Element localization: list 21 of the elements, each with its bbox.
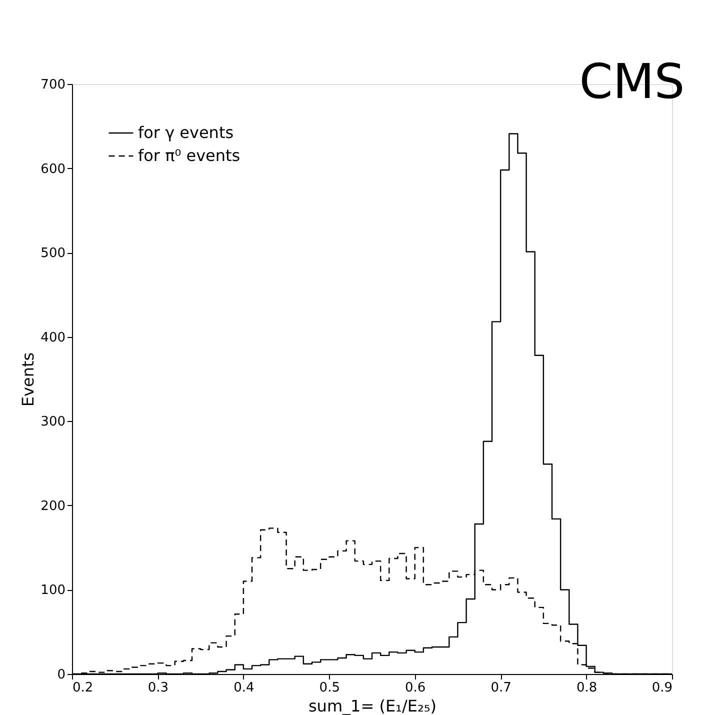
x-axis-title: sum_1= (E₁/E₂₅) [308,696,437,715]
y-tick-label: 700 [40,78,66,92]
y-tick-label: 200 [40,498,66,514]
annotation: CMS [579,54,685,110]
x-tick-label: 0.9 [652,680,672,696]
y-tick-label: 500 [40,246,66,262]
x-tick-label: 0.5 [319,680,340,696]
x-tick-label: 0.7 [490,680,512,696]
legend-label: for π⁰ events [138,146,240,165]
y-tick-label: 400 [40,330,66,346]
x-tick-label: 0.6 [405,680,426,696]
y-tick-label: 0 [57,668,66,682]
x-tick-label: 0.3 [148,680,169,696]
x-tick-label: 0.2 [72,680,94,696]
y-tick-label: 300 [40,414,66,430]
legend-label: for γ events [138,123,234,142]
x-tick-label: 0.4 [234,680,254,696]
y-tick-label: 100 [40,583,66,598]
y-axis-title: Events [18,352,38,407]
y-tick-label: 600 [40,162,66,177]
x-tick-label: 0.8 [576,680,598,696]
